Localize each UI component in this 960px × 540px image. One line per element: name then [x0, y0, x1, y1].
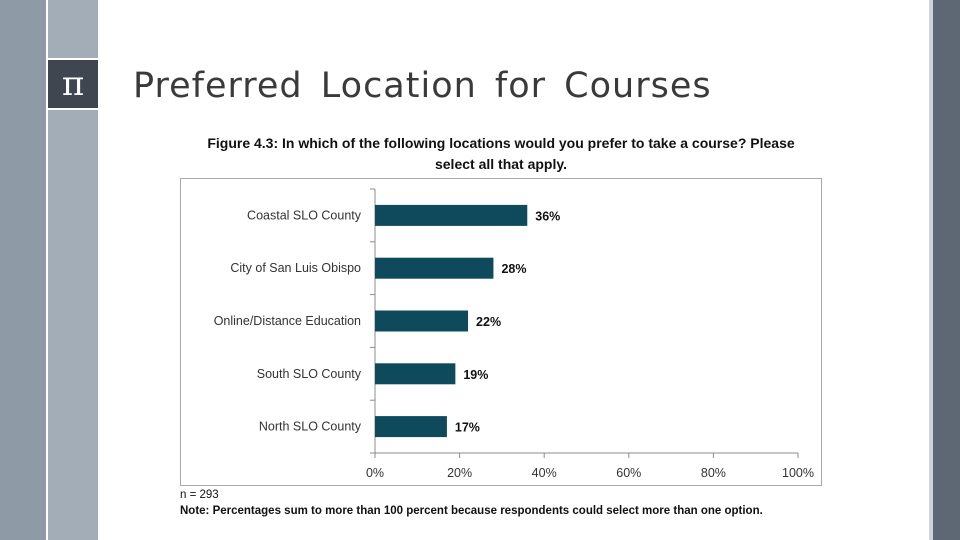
category-label: South SLO County	[257, 367, 362, 381]
category-label: City of San Luis Obispo	[230, 261, 361, 275]
value-tick-label: 100%	[782, 466, 814, 480]
bar	[375, 416, 447, 438]
data-label: 22%	[476, 315, 501, 329]
figure-caption-line-1: Figure 4.3: In which of the following lo…	[207, 135, 795, 151]
bar-chart: 0% 20% 40% 60% 80% 100% Coastal SLO County 36% C…	[180, 178, 822, 486]
bar	[375, 204, 528, 226]
sample-size-note: n = 293	[180, 489, 219, 501]
left-decorative-band	[0, 0, 46, 540]
value-tick-label: 0%	[366, 466, 384, 480]
data-label: 28%	[501, 262, 526, 276]
percentage-note: Note: Percentages sum to more than 100 p…	[180, 505, 763, 517]
value-tick-label: 60%	[616, 466, 641, 480]
value-tick-label: 40%	[532, 466, 557, 480]
right-decorative-band	[929, 0, 960, 540]
bar	[375, 363, 456, 385]
data-label: 17%	[455, 421, 480, 435]
category-label: Online/Distance Education	[214, 314, 361, 328]
value-tick-label: 80%	[701, 466, 726, 480]
bar	[375, 310, 469, 332]
figure-caption-line-2: select all that apply.	[434, 156, 567, 172]
bar-chart-svg: 0% 20% 40% 60% 80% 100% Coastal SLO County 36% C…	[214, 188, 814, 480]
pi-icon: π	[61, 64, 85, 104]
value-tick-label: 20%	[447, 466, 472, 480]
category-label: Coastal SLO County	[247, 208, 362, 222]
data-label: 19%	[463, 368, 488, 382]
pi-logo: π	[48, 58, 98, 110]
slide-title: Preferred Location for Courses	[133, 66, 712, 106]
figure-caption: Figure 4.3: In which of the following lo…	[180, 133, 822, 175]
data-label: 36%	[535, 209, 560, 223]
bar	[375, 257, 494, 279]
category-label: North SLO County	[259, 420, 362, 434]
